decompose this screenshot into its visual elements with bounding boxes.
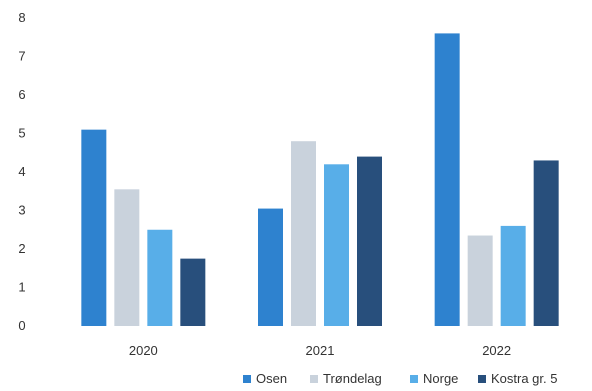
y-tick-label: 5 [18, 126, 25, 141]
legend-label: Osen [256, 371, 288, 386]
x-tick-label: 2021 [306, 343, 335, 358]
bar [291, 141, 316, 326]
y-tick-label: 3 [18, 203, 25, 218]
y-tick-label: 4 [18, 164, 25, 179]
bar [324, 164, 349, 326]
y-axis: 0 1 2 3 4 5 6 7 8 [18, 10, 25, 333]
legend-label: Trøndelag [323, 371, 382, 386]
x-axis: 2020 2021 2022 [129, 343, 511, 358]
y-tick-label: 1 [18, 280, 25, 295]
bar [434, 33, 460, 327]
y-tick-label: 0 [18, 318, 25, 333]
legend-swatch [243, 374, 251, 383]
legend-swatch [478, 374, 486, 383]
bars [81, 33, 559, 327]
legend-swatch [410, 374, 418, 383]
legend-item: Trøndelag [310, 371, 382, 386]
legend-label: Kostra gr. 5 [491, 371, 558, 386]
y-tick-label: 2 [18, 241, 25, 256]
legend-item: Norge [410, 371, 458, 386]
bar [258, 208, 283, 326]
legend-label: Norge [423, 371, 459, 386]
x-tick-label: 2020 [129, 343, 158, 358]
bar [467, 235, 493, 326]
y-tick-label: 7 [18, 49, 25, 64]
bar [147, 229, 173, 326]
x-tick-label: 2022 [482, 343, 511, 358]
y-tick-label: 6 [18, 87, 25, 102]
y-tick-label: 8 [18, 10, 25, 25]
bar [81, 129, 107, 326]
bar [180, 258, 206, 326]
legend-item: Kostra gr. 5 [478, 371, 557, 386]
bar [500, 225, 526, 326]
bar [114, 189, 140, 326]
legend: Osen Trøndelag Norge Kostra gr. 5 [0, 371, 592, 391]
legend-swatch [310, 374, 318, 383]
legend-item: Osen [243, 371, 287, 386]
bar [533, 160, 559, 326]
bar [357, 156, 382, 326]
